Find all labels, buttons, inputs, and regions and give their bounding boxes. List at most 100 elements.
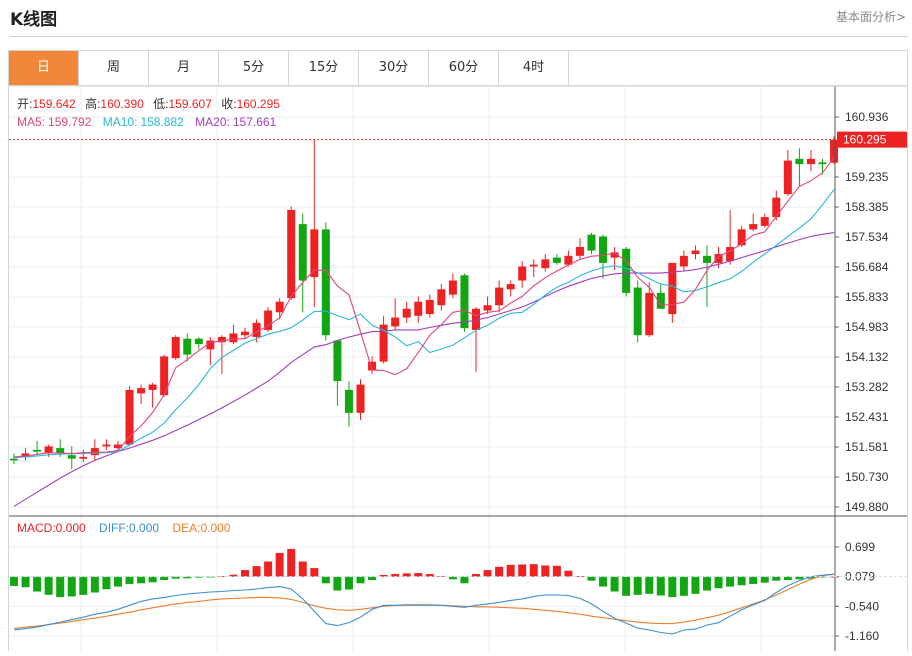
- dea-line: [13, 573, 835, 630]
- tab-day[interactable]: 日: [9, 51, 79, 85]
- macd-bar: [344, 576, 353, 590]
- candle-body: [21, 453, 30, 457]
- macd-value: 0.000: [56, 521, 86, 535]
- candle-body: [425, 299, 434, 315]
- price-tick-label: 154.983: [845, 320, 889, 334]
- macd-bar: [610, 576, 619, 592]
- candle-body: [645, 292, 654, 336]
- macd-bar: [506, 564, 515, 577]
- high-label: 高:: [85, 96, 100, 111]
- ohlc-info: 开:159.642 高:160.390 低:159.607 收:160.295: [17, 96, 280, 111]
- price-tick-label: 155.833: [845, 290, 889, 304]
- macd-info: MACD:0.000 DIFF:0.000 DEA:0.000: [17, 521, 231, 535]
- price-tick-label: 156.684: [845, 260, 889, 274]
- candle-body: [506, 284, 515, 290]
- macd-bar: [90, 576, 99, 593]
- diff-label: DIFF:: [99, 521, 129, 535]
- tab-30min[interactable]: 30分: [359, 51, 429, 85]
- macd-bar: [472, 574, 480, 577]
- candle-body: [402, 308, 411, 318]
- candle-body: [44, 446, 53, 454]
- candle-body: [67, 455, 76, 459]
- macd-bar: [806, 576, 815, 579]
- macd-bar: [425, 574, 434, 577]
- candle-body: [194, 338, 203, 345]
- macd-bar: [818, 576, 827, 578]
- candle-body: [10, 458, 18, 461]
- period-tabs: 日 周 月 5分 15分 30分 60分 4时: [8, 50, 908, 86]
- macd-bar: [760, 576, 769, 583]
- ma5-value: 159.792: [48, 115, 92, 129]
- ma5-line: [13, 157, 835, 458]
- macd-bar: [552, 565, 561, 577]
- macd-bar: [241, 570, 249, 577]
- macd-bar: [599, 576, 608, 587]
- macd-bar: [333, 576, 342, 591]
- low-value: 159.607: [169, 97, 213, 111]
- price-axis: 160.936 159.235 158.385 157.534 156.684 155.8…: [9, 85, 907, 651]
- dea-value: 0.000: [200, 521, 230, 535]
- tab-month[interactable]: 月: [149, 51, 219, 85]
- candle-body: [33, 449, 42, 452]
- macd-bar: [10, 576, 18, 586]
- candle-body: [552, 257, 561, 263]
- candle-body: [171, 336, 180, 359]
- macd-bar: [160, 576, 169, 580]
- candle-body: [368, 361, 377, 371]
- candle-body: [760, 217, 769, 226]
- tab-5min[interactable]: 5分: [219, 51, 289, 85]
- candle-body: [448, 280, 457, 295]
- price-tick-label: 160.936: [845, 110, 889, 124]
- fundamental-analysis-link[interactable]: 基本面分析>: [835, 10, 906, 24]
- ma-lines-group: [13, 157, 835, 507]
- dea-label: DEA:: [172, 521, 200, 535]
- candle-body: [90, 448, 99, 456]
- candle-body: [79, 456, 88, 459]
- candle-body: [460, 275, 469, 329]
- macd-bar: [772, 576, 781, 581]
- candle-body: [495, 287, 504, 306]
- macd-bar: [518, 564, 527, 577]
- candle-body: [818, 162, 827, 165]
- candle-body: [333, 340, 342, 382]
- macd-tick-label: 0.699: [845, 540, 875, 554]
- ma20-value: 157.661: [233, 115, 277, 129]
- macd-bar: [56, 576, 65, 598]
- macd-bar: [714, 576, 723, 589]
- candle-body: [783, 160, 792, 195]
- diff-line: [13, 573, 835, 635]
- macd-bar: [379, 575, 388, 577]
- tab-week[interactable]: 周: [79, 51, 149, 85]
- macd-bar: [622, 576, 631, 596]
- ma5-label: MA5:: [17, 115, 45, 129]
- tab-60min[interactable]: 60分: [429, 51, 499, 85]
- candle-body: [483, 305, 492, 311]
- last-price-badge: [837, 131, 907, 148]
- ma10-value: 158.882: [140, 115, 184, 129]
- macd-bar: [587, 576, 596, 581]
- price-tick-label: 158.385: [845, 200, 889, 214]
- kline-chart-svg[interactable]: 160.936 159.235 158.385 157.534 156.684 155.8…: [9, 85, 907, 651]
- candle-body: [217, 336, 226, 343]
- candle-body: [391, 317, 400, 327]
- candle-body: [102, 444, 111, 447]
- price-tick-label: 150.730: [845, 470, 889, 484]
- macd-bar: [275, 552, 284, 577]
- price-tick-label: 154.132: [845, 350, 889, 364]
- ma20-line: [13, 232, 835, 507]
- candle-body: [148, 384, 157, 390]
- candles-group: [10, 136, 839, 470]
- tab-4hour[interactable]: 4时: [499, 51, 569, 85]
- candle-body: [737, 229, 746, 246]
- candle-body: [264, 310, 273, 330]
- close-label: 收:: [221, 97, 236, 111]
- candle-body: [541, 259, 550, 269]
- macd-bar: [703, 576, 711, 591]
- macd-bar: [368, 576, 377, 580]
- macd-bar: [726, 576, 735, 587]
- candle-body: [344, 389, 353, 413]
- macd-bar: [113, 576, 122, 587]
- tab-15min[interactable]: 15分: [289, 51, 359, 85]
- header-divider: [10, 36, 908, 37]
- macd-bar: [645, 576, 654, 594]
